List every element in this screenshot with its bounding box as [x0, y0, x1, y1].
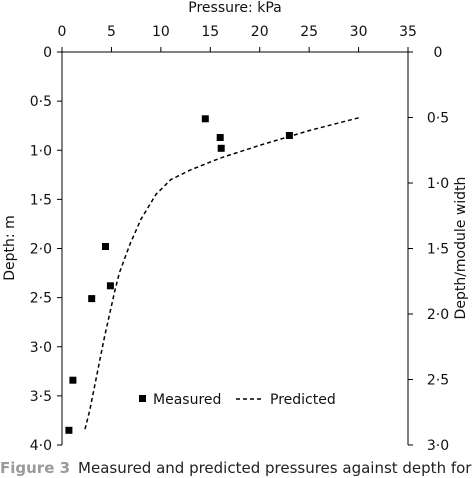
plot-frame: [61, 51, 409, 445]
measured-point-1: [216, 134, 224, 141]
x-tick-label-5: 25: [300, 24, 318, 40]
y-tick-label-7: 3·5: [30, 389, 52, 405]
y-tick-label-5: 2·5: [30, 291, 52, 307]
y-tick-label-4: 2·0: [30, 242, 52, 258]
x-tick-label-6: 30: [350, 24, 368, 40]
measured-point-3: [217, 144, 225, 152]
measured-point-2: [285, 132, 293, 139]
y-tick-label-1: 0·5: [30, 94, 52, 110]
x-tick-label-0: 0: [58, 24, 67, 40]
y-axis-right-title: Depth/module width: [453, 177, 469, 320]
legend-measured-marker: [139, 395, 146, 402]
y2-tick-label-6: 3·0: [427, 438, 449, 454]
measured-point-6: [88, 295, 96, 303]
y-tick-label-8: 4·0: [30, 438, 52, 454]
y-tick-label-0: 0: [43, 45, 52, 61]
y-tick-label-3: 1·5: [30, 192, 52, 208]
y2-tick-label-5: 2·5: [427, 373, 449, 389]
x-axis-title: Pressure: kPa: [188, 0, 281, 16]
measured-point-7: [69, 376, 77, 384]
measured-point-5: [106, 282, 114, 290]
x-tick-label-3: 15: [201, 24, 219, 40]
y2-tick-label-2: 1·0: [427, 176, 449, 192]
legend-measured-label: Measured: [153, 392, 221, 408]
y-axis-left-title: Depth: m: [2, 215, 18, 280]
y2-tick-label-0: 0: [434, 45, 443, 61]
x-axis-ticks: 0 5 10 15 20 25 30 35: [58, 24, 417, 52]
y-axis-left-ticks: 0 0·5 1·0 1·5 2·0 2·5 3·0 3·5 4·0: [30, 45, 62, 454]
figure-caption-label: Figure 3: [0, 459, 71, 477]
figure-caption-text: Measured and predicted pressures against…: [78, 459, 472, 477]
x-tick-label-7: 35: [399, 24, 417, 40]
y-axis-right-ticks: 0 0·5 1·0 1·5 2·0 2·5 3·0: [408, 45, 449, 454]
x-tick-label-1: 5: [107, 24, 116, 40]
measured-point-8: [65, 426, 73, 434]
y-tick-label-2: 1·0: [30, 143, 52, 159]
y2-tick-label-4: 2·0: [427, 307, 449, 323]
y2-tick-label-3: 1·5: [427, 242, 449, 258]
legend-predicted-label: Predicted: [270, 392, 336, 408]
x-tick-label-4: 20: [251, 24, 269, 40]
predicted-series-line: [83, 117, 359, 431]
measured-point-0: [201, 115, 209, 123]
y2-tick-label-1: 0·5: [427, 111, 449, 127]
y-tick-label-6: 3·0: [30, 340, 52, 356]
x-tick-label-2: 10: [152, 24, 170, 40]
measured-point-4: [102, 243, 109, 250]
series-layer: [65, 115, 359, 434]
legend: Measured Predicted: [139, 392, 336, 408]
figure-caption: Figure 3 Measured and predicted pressures…: [0, 459, 474, 478]
